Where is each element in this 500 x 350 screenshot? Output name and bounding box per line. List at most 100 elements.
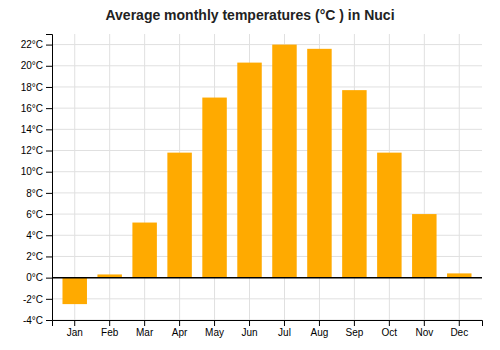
x-tick-label: Dec (450, 327, 468, 338)
y-tick-mark (46, 45, 52, 46)
y-tick-mark (46, 256, 52, 257)
x-tick-label: Mar (136, 327, 154, 338)
grid-line-y (52, 129, 482, 130)
x-tick: Apr (172, 320, 188, 338)
plot-area: -4°C -2°C 0°C 2°C 4°C 6°C 8°C 10°C 12°C 14°C 16°C 1… (21, 34, 483, 338)
bar (167, 153, 191, 278)
y-tick: 18°C (21, 82, 52, 93)
y-tick: -2°C (23, 294, 52, 305)
grid-line-y (52, 86, 482, 87)
y-tick: 4°C (26, 230, 52, 241)
x-tick-mark (214, 320, 215, 326)
grid-line-y (52, 108, 482, 109)
bar (377, 153, 401, 278)
y-tick: 16°C (21, 103, 52, 114)
x-tick: Oct (382, 320, 398, 338)
x-tick-mark (459, 320, 460, 326)
y-tick-mark (46, 320, 52, 321)
y-axis: -4°C -2°C 0°C 2°C 4°C 6°C 8°C 10°C 12°C 14°C 16°C 1… (21, 35, 53, 326)
x-tick-mark (284, 320, 285, 326)
y-tick-mark (46, 278, 52, 279)
y-tick-label: 2°C (26, 251, 43, 262)
y-tick-label: 0°C (26, 272, 43, 283)
x-tick-label: Nov (415, 327, 433, 338)
x-tick: Feb (101, 320, 119, 338)
x-tick-mark (389, 320, 390, 326)
y-tick: 2°C (26, 251, 52, 262)
x-tick: Nov (415, 320, 433, 338)
y-tick-mark (46, 66, 52, 67)
y-tick-label: 6°C (26, 209, 43, 220)
x-tick-mark (74, 320, 75, 326)
x-tick: May (205, 320, 224, 338)
x-tick-label: Sep (345, 327, 363, 338)
grid-line-y (52, 277, 482, 278)
x-tick: Aug (311, 320, 329, 338)
grid-line-y (52, 320, 482, 321)
x-tick-label: May (205, 327, 224, 338)
y-tick-label: 10°C (21, 166, 43, 177)
bars (62, 45, 471, 305)
x-tick: Sep (345, 320, 363, 338)
y-tick-mark (46, 87, 52, 88)
x-tick-mark (354, 320, 355, 326)
x-tick-label: Jun (241, 327, 257, 338)
x-tick-label: Feb (101, 327, 119, 338)
y-tick: 12°C (21, 145, 52, 156)
grid-line-y (52, 192, 482, 193)
x-tick-label: Oct (382, 327, 398, 338)
x-tick: Jul (278, 320, 291, 338)
y-tick-mark (46, 235, 52, 236)
y-tick-label: 8°C (26, 188, 43, 199)
x-tick-label: Apr (172, 327, 188, 338)
y-tick-mark (46, 299, 52, 300)
bar (412, 214, 436, 278)
y-tick-label: 18°C (21, 82, 43, 93)
y-tick-mark (46, 193, 52, 194)
y-tick-label: 20°C (21, 60, 43, 71)
y-tick-label: 12°C (21, 145, 43, 156)
y-tick-mark (46, 151, 52, 152)
grid-line-y (52, 150, 482, 151)
x-tick-label: Jan (67, 327, 83, 338)
x-tick-mark (179, 320, 180, 326)
grid-line-y (52, 44, 482, 45)
bar (272, 45, 296, 278)
x-tick: Mar (136, 320, 154, 338)
x-tick-mark (319, 320, 320, 326)
y-tick: -4°C (23, 315, 52, 326)
y-tick-label: 16°C (21, 103, 43, 114)
y-tick: 22°C (21, 39, 52, 50)
y-tick: 20°C (21, 60, 52, 71)
y-tick: 10°C (21, 166, 52, 177)
bar (62, 278, 86, 304)
title: Average monthly temperatures (°C ) in Nu… (105, 7, 394, 23)
x-tick-label: Aug (311, 327, 329, 338)
y-tick-label: 22°C (21, 39, 43, 50)
y-tick-mark (46, 214, 52, 215)
x-axis: Jan Feb Mar Apr May Jun Jul Aug Sep Oct Nov Dec (53, 320, 483, 338)
bar (202, 98, 226, 278)
x-axis-line (53, 321, 483, 327)
x-tick: Jun (241, 320, 257, 338)
y-tick: 8°C (26, 188, 52, 199)
grid-line-y (52, 171, 482, 172)
x-tick-mark (424, 320, 425, 326)
x-tick-mark (109, 320, 110, 326)
y-tick-label: -4°C (23, 315, 43, 326)
y-tick-label: 14°C (21, 124, 43, 135)
x-tick: Dec (450, 320, 468, 338)
y-tick: 6°C (26, 209, 52, 220)
y-tick-label: -2°C (23, 294, 43, 305)
y-tick-mark (46, 172, 52, 173)
grid-line-y (52, 298, 482, 299)
x-tick-mark (144, 320, 145, 326)
grid (52, 34, 482, 320)
zero-line (52, 277, 482, 279)
bar (307, 49, 331, 278)
y-tick: 0°C (26, 272, 52, 283)
x-tick-mark (249, 320, 250, 326)
y-axis-line (46, 35, 53, 321)
y-tick: 14°C (21, 124, 52, 135)
x-tick: Jan (67, 320, 83, 338)
